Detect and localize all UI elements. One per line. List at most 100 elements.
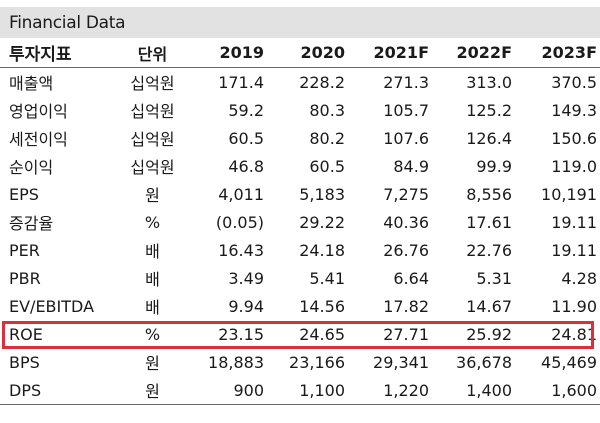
cell-value: 126.4 (466, 128, 512, 148)
cell-value: 5.31 (476, 268, 512, 288)
cell-value: 29,341 (373, 352, 429, 372)
cell-value: 24.65 (299, 324, 345, 344)
cell-value: 24.81 (551, 324, 597, 344)
cell-value: 22.76 (466, 240, 512, 260)
header-row: 투자지표 단위 2019 2020 2021F 2022F 2023F (0, 38, 600, 68)
cell-value: 23.15 (218, 324, 264, 344)
table-title: Financial Data (9, 13, 126, 33)
cell-value: 46.8 (228, 156, 264, 176)
cell-value: 150.6 (551, 128, 597, 148)
cell-value: 24.18 (299, 240, 345, 260)
table-row-roe: ROE % 23.15 24.65 27.71 25.92 24.81 (0, 320, 600, 348)
row-name: EPS (9, 184, 39, 204)
cell-value: 171.4 (218, 72, 264, 92)
cell-value: 5,183 (299, 184, 345, 204)
cell-value: 99.9 (476, 156, 512, 176)
cell-value: 105.7 (383, 100, 429, 120)
cell-value: 59.2 (228, 100, 264, 120)
row-unit: 원 (145, 186, 160, 205)
row-name: 매출액 (9, 74, 54, 93)
table-row: BPS 원 18,883 23,166 29,341 36,678 45,469 (0, 348, 600, 376)
cell-value: 149.3 (551, 100, 597, 120)
row-name: PER (9, 240, 40, 260)
cell-value: 27.71 (383, 324, 429, 344)
row-unit: 원 (145, 354, 160, 373)
cell-value: 1,100 (267, 376, 348, 405)
cell-value: 119.0 (551, 156, 597, 176)
row-name: BPS (9, 352, 40, 372)
row-name: 세전이익 (9, 130, 68, 149)
cell-value: 10,191 (541, 184, 597, 204)
row-name: 영업이익 (9, 102, 68, 121)
cell-value: 17.61 (466, 212, 512, 232)
table-row: 매출액 십억원 171.4 228.2 271.3 313.0 370.5 (0, 68, 600, 97)
table-row: 영업이익 십억원 59.2 80.3 105.7 125.2 149.3 (0, 96, 600, 124)
cell-value: 5.41 (309, 268, 345, 288)
cell-value: 80.2 (309, 128, 345, 148)
row-unit: 십억원 (130, 102, 175, 121)
cell-value: 107.6 (383, 128, 429, 148)
table-row: PER 배 16.43 24.18 26.76 22.76 19.11 (0, 236, 600, 264)
header-indicator: 투자지표 (0, 38, 106, 68)
table-row: 증감율 % (0.05) 29.22 40.36 17.61 19.11 (0, 208, 600, 236)
cell-value: 313.0 (466, 72, 512, 92)
cell-value: 900 (199, 376, 267, 405)
table-row: 순이익 십억원 46.8 60.5 84.9 99.9 119.0 (0, 152, 600, 180)
row-unit: % (144, 212, 161, 232)
cell-value: 370.5 (551, 72, 597, 92)
cell-value: 1,600 (515, 376, 600, 405)
cell-value: 17.82 (383, 296, 429, 316)
row-name: ROE (9, 324, 43, 344)
cell-value: 4,011 (218, 184, 264, 204)
row-unit: % (144, 324, 161, 344)
table-row: DPS 원 900 1,100 1,220 1,400 1,600 (0, 376, 600, 405)
table-row: EV/EBITDA 배 9.94 14.56 17.82 14.67 11.90 (0, 292, 600, 320)
cell-value: 4.28 (561, 268, 597, 288)
header-year: 2022F (432, 38, 515, 68)
cell-value: 1,220 (348, 376, 432, 405)
row-name: 순이익 (9, 158, 54, 177)
cell-value: 7,275 (383, 184, 429, 204)
cell-value: 271.3 (383, 72, 429, 92)
row-unit: 십억원 (130, 130, 175, 149)
row-unit: 십억원 (130, 74, 175, 93)
row-name: EV/EBITDA (9, 296, 95, 316)
row-name: PBR (9, 268, 41, 288)
cell-value: 6.64 (393, 268, 429, 288)
cell-value: 9.94 (228, 296, 264, 316)
cell-value: 19.11 (551, 240, 597, 260)
cell-value: 3.49 (228, 268, 264, 288)
cell-value: 60.5 (228, 128, 264, 148)
table-row: EPS 원 4,011 5,183 7,275 8,556 10,191 (0, 180, 600, 208)
cell-value: 36,678 (456, 352, 512, 372)
row-name: 증감율 (9, 214, 54, 233)
cell-value: 19.11 (551, 212, 597, 232)
cell-value: 45,469 (541, 352, 597, 372)
header-year: 2019 (199, 38, 267, 68)
header-unit: 단위 (106, 38, 199, 68)
cell-value: 125.2 (466, 100, 512, 120)
row-name: DPS (0, 376, 106, 405)
cell-value: 11.90 (551, 296, 597, 316)
cell-value: 14.56 (299, 296, 345, 316)
row-unit: 배 (145, 242, 160, 261)
cell-value: 1,400 (432, 376, 515, 405)
header-year: 2023F (515, 38, 600, 68)
cell-value: 18,883 (208, 352, 264, 372)
cell-value: 60.5 (309, 156, 345, 176)
cell-value: 228.2 (299, 72, 345, 92)
cell-value: 29.22 (299, 212, 345, 232)
row-unit: 십억원 (130, 158, 175, 177)
cell-value: 40.36 (383, 212, 429, 232)
header-year: 2021F (348, 38, 432, 68)
cell-value: 26.76 (383, 240, 429, 260)
cell-value: 25.92 (466, 324, 512, 344)
financial-data-table: 투자지표 단위 2019 2020 2021F 2022F 2023F 매출액 … (0, 38, 600, 405)
header-year: 2020 (267, 38, 348, 68)
cell-value: 8,556 (466, 184, 512, 204)
cell-value: 23,166 (289, 352, 345, 372)
cell-value: 84.9 (393, 156, 429, 176)
table-row: PBR 배 3.49 5.41 6.64 5.31 4.28 (0, 264, 600, 292)
row-unit: 원 (106, 376, 199, 405)
row-unit: 배 (145, 298, 160, 317)
